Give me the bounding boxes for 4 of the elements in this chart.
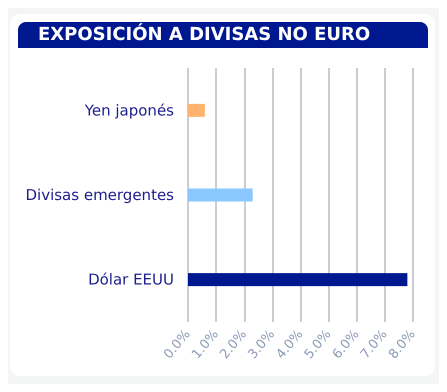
y-tick-label: Yen japonés bbox=[84, 101, 174, 120]
y-tick-label: Dólar EEUU bbox=[88, 270, 174, 289]
chart-title: EXPOSICIÓN A DIVISAS NO EURO bbox=[18, 22, 428, 48]
y-tick-label: Divisas emergentes bbox=[25, 186, 174, 204]
